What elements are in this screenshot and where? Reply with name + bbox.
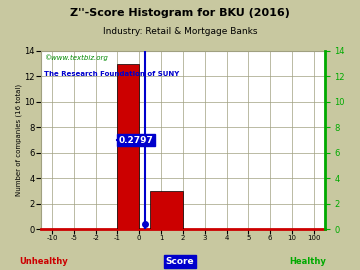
Text: ©www.textbiz.org: ©www.textbiz.org (44, 55, 108, 61)
Bar (117, 64, 139, 229)
Bar (150, 191, 183, 229)
Text: 0.2797: 0.2797 (118, 136, 153, 144)
Y-axis label: Number of companies (16 total): Number of companies (16 total) (15, 84, 22, 196)
Text: Unhealthy: Unhealthy (19, 257, 68, 266)
Text: The Research Foundation of SUNY: The Research Foundation of SUNY (44, 70, 179, 76)
Text: Z''-Score Histogram for BKU (2016): Z''-Score Histogram for BKU (2016) (70, 8, 290, 18)
Text: Industry: Retail & Mortgage Banks: Industry: Retail & Mortgage Banks (103, 27, 257, 36)
Text: Score: Score (166, 257, 194, 266)
Text: Healthy: Healthy (289, 257, 326, 266)
